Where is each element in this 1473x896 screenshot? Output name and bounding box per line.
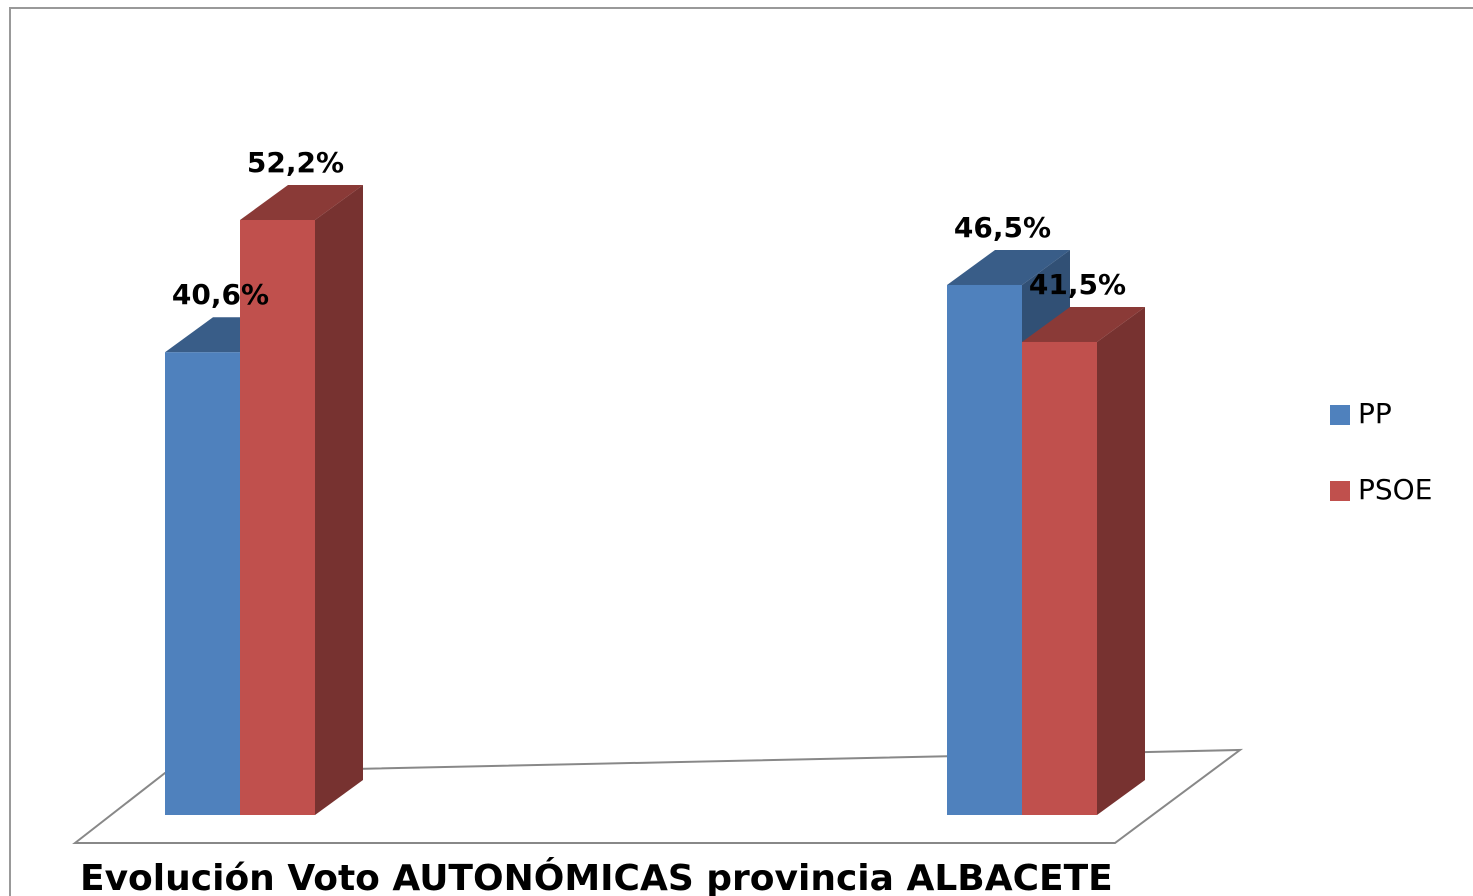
bar-side xyxy=(315,185,363,815)
bar xyxy=(947,284,1022,815)
data-label: 40,6% xyxy=(172,278,269,311)
title-box xyxy=(70,848,1120,896)
legend-swatch xyxy=(1330,405,1350,425)
legend-label: PSOE xyxy=(1358,473,1432,506)
plot-area xyxy=(165,185,1145,816)
bar-top xyxy=(1022,306,1145,342)
bar-top xyxy=(947,249,1070,285)
chart-title: Evolución Voto AUTONÓMICAS provincia ALB… xyxy=(80,857,1113,896)
data-label: 46,5% xyxy=(954,211,1051,244)
bar-side xyxy=(1097,306,1145,815)
bar-top xyxy=(240,185,363,220)
bar xyxy=(165,352,240,815)
data-label: 52,2% xyxy=(247,146,344,179)
legend-label: PP xyxy=(1358,397,1392,430)
data-label: 41,5% xyxy=(1029,268,1126,301)
legend-swatch xyxy=(1330,481,1350,501)
bar xyxy=(1022,341,1097,815)
bar xyxy=(240,220,315,815)
